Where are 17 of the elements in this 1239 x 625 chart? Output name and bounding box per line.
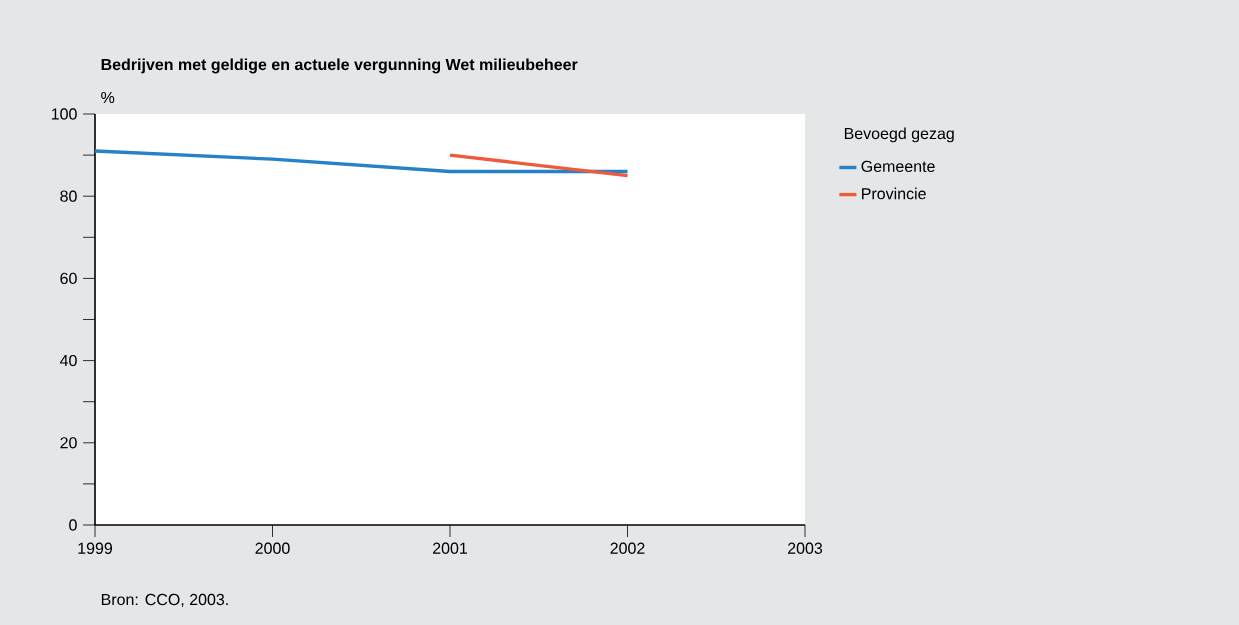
y-tick-label: 20: [60, 437, 77, 449]
x-tick-label: 2000: [255, 542, 290, 554]
y-tick-label: 40: [59, 354, 77, 367]
legend-title: Bevoegd gezag: [844, 127, 954, 143]
y-tick-label: 60: [60, 272, 77, 285]
y-tick-label: 100: [51, 108, 77, 120]
text: Bron: CCO, 2003.: [101, 593, 228, 608]
x-tick-label: 2002: [610, 542, 645, 554]
legend-label: Provincie: [862, 187, 926, 200]
legend-label: Gemeente: [861, 160, 935, 173]
x-tick-label: 2001: [433, 542, 468, 554]
x-tick-label: 2003: [788, 542, 823, 554]
y-tick-label: 80: [60, 190, 77, 202]
chart-title: Bedrijven met geldige en actuele vergunning Wet milieubeheer: [101, 58, 578, 74]
x-tick-label: 1999: [78, 542, 113, 554]
y-axis-title: %: [101, 91, 115, 104]
y-tick-label: 0: [69, 519, 77, 531]
